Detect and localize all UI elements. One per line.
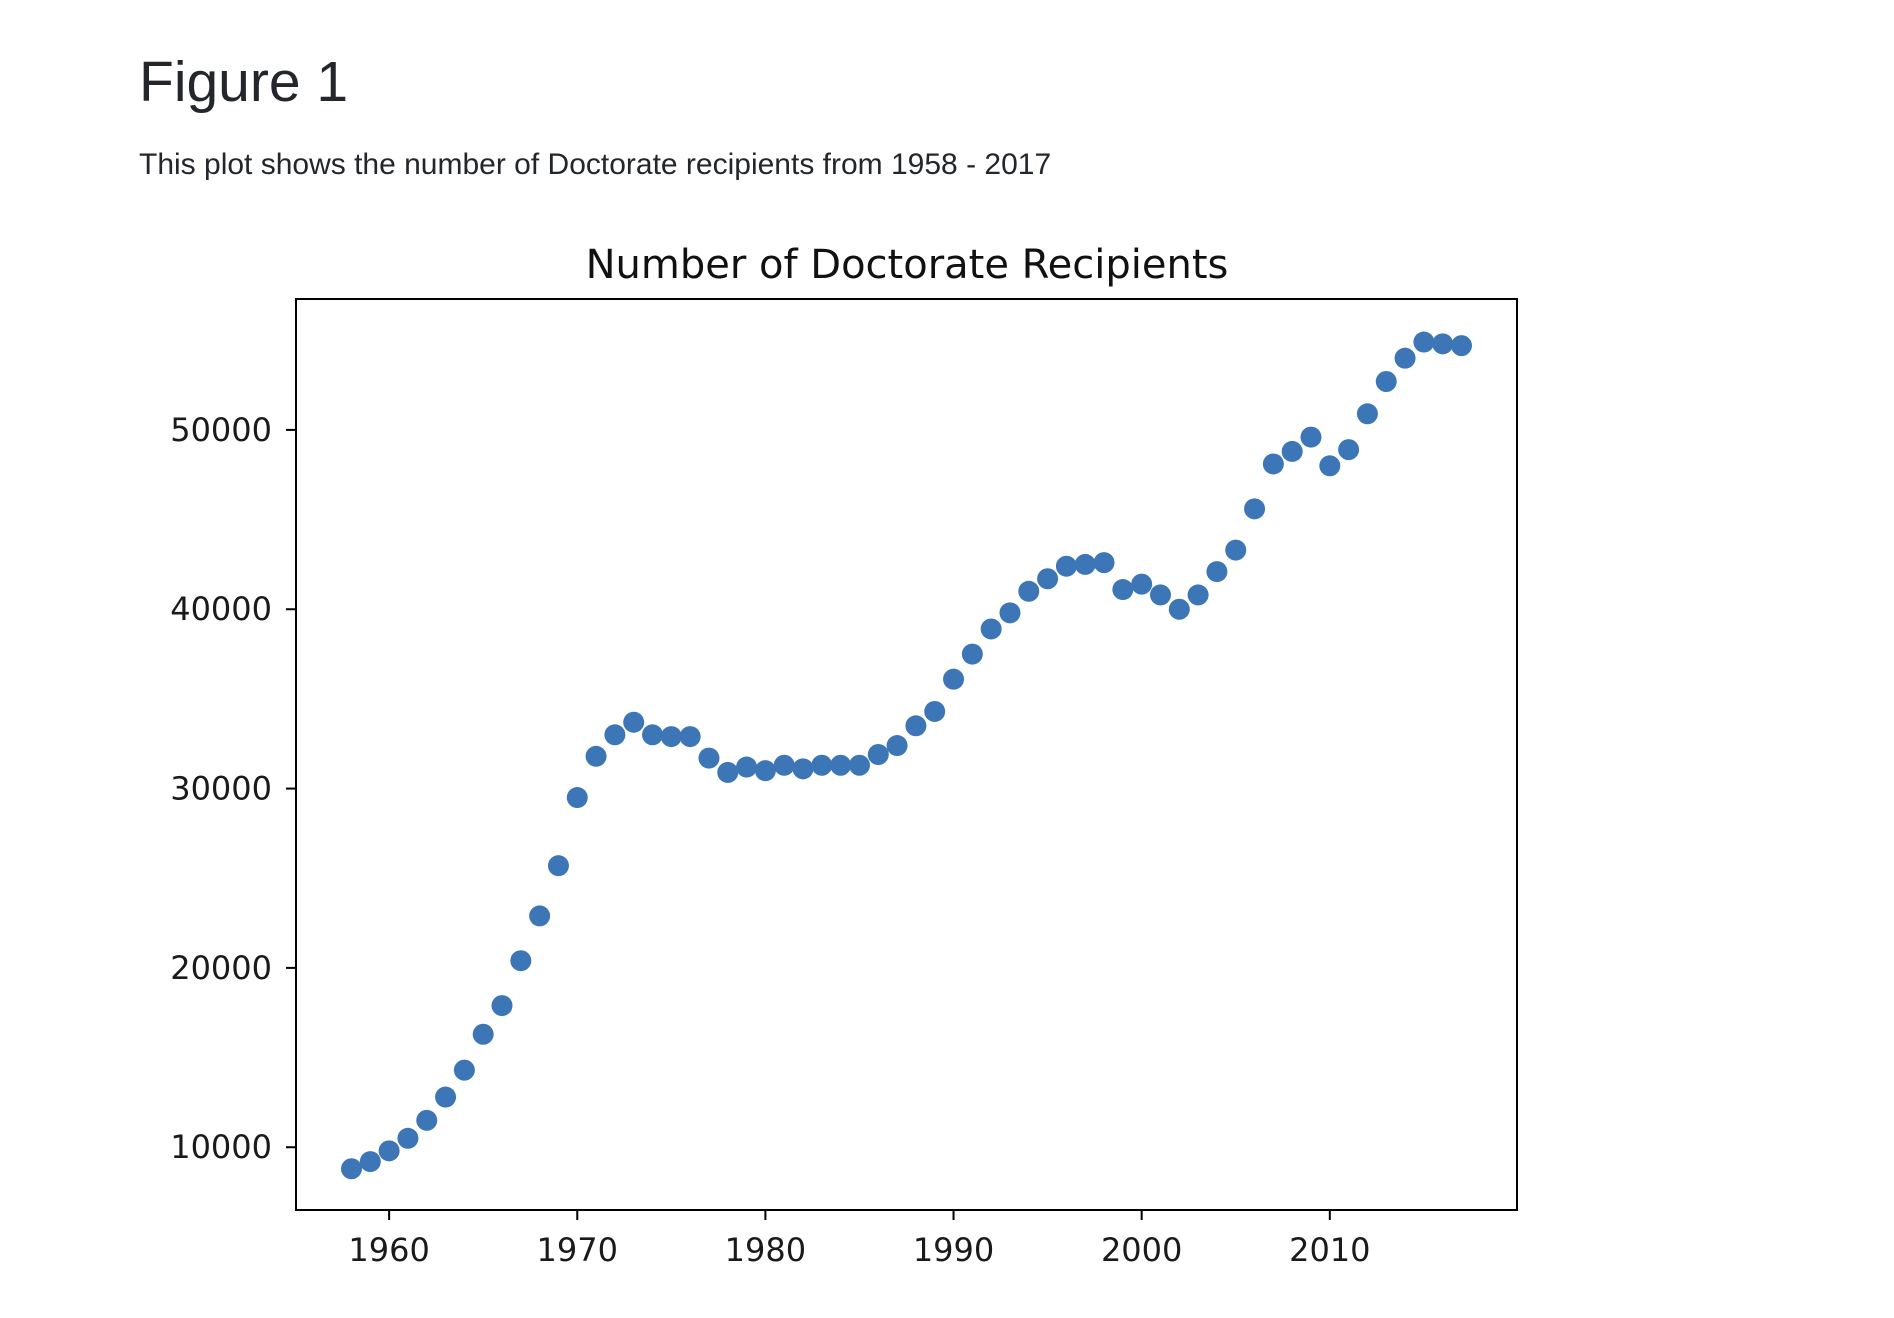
data-point (1394, 347, 1416, 369)
y-tick-label: 30000 (170, 770, 272, 808)
data-point (811, 754, 833, 776)
data-point (529, 905, 551, 927)
data-point (999, 602, 1021, 624)
data-point (1055, 555, 1077, 577)
data-point (660, 726, 682, 748)
data-point (1225, 539, 1247, 561)
data-point (1131, 573, 1153, 595)
figure-caption: This plot shows the number of Doctorate … (139, 148, 1052, 181)
x-axis: 1960 1970 1980 1990 2000 2010 (348, 1210, 1371, 1269)
data-point (397, 1127, 419, 1149)
data-point (1451, 335, 1472, 357)
data-point (1338, 439, 1360, 461)
x-tick-label: 1990 (913, 1231, 994, 1269)
data-point (1300, 426, 1322, 448)
data-point (980, 618, 1002, 640)
y-tick-label: 50000 (170, 411, 272, 449)
x-tick-label: 1980 (725, 1231, 806, 1269)
data-point (1432, 333, 1454, 355)
data-point (359, 1151, 381, 1173)
data-point (642, 724, 664, 746)
data-point (1375, 370, 1397, 392)
chart-title: Number of Doctorate Recipients (586, 242, 1229, 288)
data-point (1187, 584, 1209, 606)
data-point (435, 1086, 457, 1108)
data-point (491, 995, 513, 1017)
data-point (1093, 552, 1115, 574)
y-axis: 10000 20000 30000 40000 50000 (170, 411, 296, 1166)
data-point (736, 756, 758, 778)
data-point (341, 1158, 362, 1180)
data-point (867, 744, 889, 765)
data-point (943, 668, 965, 690)
data-point (1262, 453, 1284, 475)
data-point (1244, 498, 1266, 520)
data-point (604, 724, 626, 746)
data-point (792, 758, 814, 780)
data-point (1319, 455, 1341, 477)
data-point (585, 745, 607, 767)
x-tick-label: 2000 (1101, 1231, 1182, 1269)
data-point (698, 747, 720, 769)
data-point (1037, 568, 1059, 590)
data-point (1413, 331, 1435, 353)
data-point (924, 700, 946, 722)
data-point (472, 1023, 494, 1045)
data-point (1149, 584, 1171, 606)
data-point (1112, 579, 1134, 601)
y-tick-label: 10000 (170, 1128, 272, 1166)
data-point (510, 950, 532, 972)
data-points (341, 331, 1472, 1180)
data-point (566, 787, 588, 809)
data-point (1356, 403, 1378, 425)
data-point (679, 726, 701, 748)
data-point (623, 711, 645, 733)
data-point (886, 735, 908, 757)
data-point (453, 1059, 475, 1081)
x-tick-label: 1960 (348, 1231, 429, 1269)
data-point (547, 855, 569, 877)
data-point (1168, 598, 1190, 620)
data-point (1281, 440, 1303, 462)
data-point (773, 754, 795, 776)
data-point (754, 760, 776, 782)
data-point (378, 1140, 400, 1162)
plot-frame (295, 298, 1518, 1211)
data-point (1206, 561, 1228, 583)
x-tick-label: 1970 (537, 1231, 618, 1269)
figure-heading: Figure 1 (139, 50, 349, 114)
data-point (961, 643, 983, 665)
y-tick-label: 20000 (170, 949, 272, 987)
data-point (905, 715, 927, 737)
data-point (717, 761, 739, 783)
x-tick-label: 2010 (1289, 1231, 1370, 1269)
data-point (416, 1109, 438, 1131)
data-point (830, 754, 852, 776)
data-point (1018, 580, 1040, 602)
y-tick-label: 40000 (170, 590, 272, 628)
data-point (1074, 553, 1096, 575)
data-point (848, 754, 870, 776)
